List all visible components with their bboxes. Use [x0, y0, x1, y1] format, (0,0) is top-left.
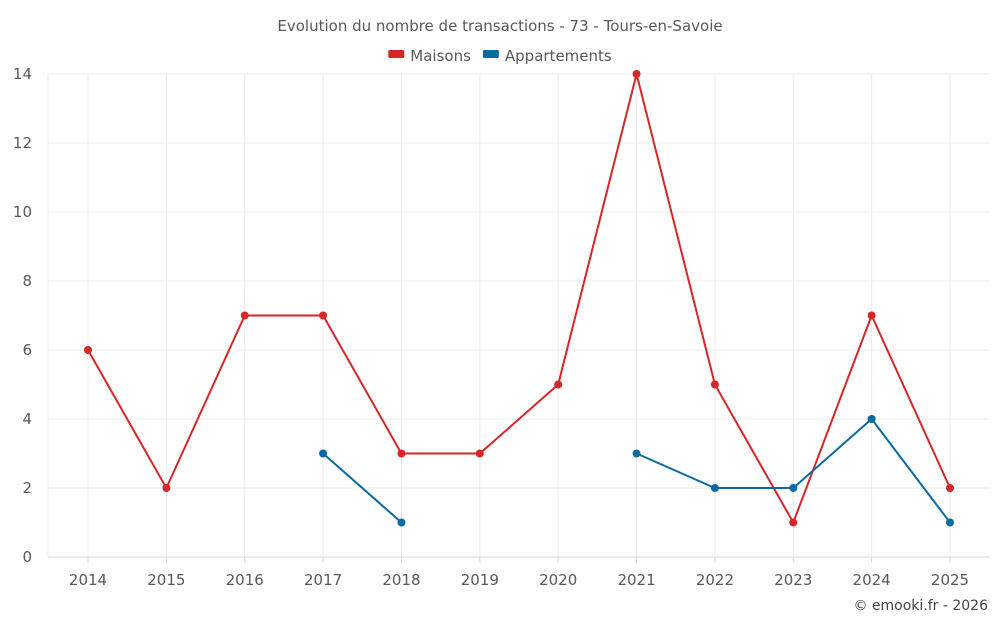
- data-point-maisons[interactable]: [84, 346, 92, 354]
- chart-title: Evolution du nombre de transactions - 73…: [277, 17, 722, 35]
- y-tick-label: 8: [22, 272, 32, 290]
- x-tick-label: 2015: [147, 571, 185, 589]
- legend-label-maisons: Maisons: [410, 47, 471, 65]
- series-layer: [84, 70, 954, 527]
- y-tick-label: 0: [22, 548, 32, 566]
- grid: [48, 73, 990, 557]
- legend-item-maisons[interactable]: Maisons: [388, 47, 471, 65]
- x-tick-label: 2017: [304, 571, 342, 589]
- data-point-maisons[interactable]: [397, 449, 406, 458]
- x-tick-label: 2021: [617, 571, 655, 589]
- data-point-appartements[interactable]: [397, 518, 406, 527]
- x-tick-label: 2022: [696, 571, 734, 589]
- data-point-appartements[interactable]: [946, 518, 954, 527]
- x-tick-label: 2014: [69, 571, 107, 589]
- x-tick-label: 2024: [853, 571, 891, 589]
- x-tick-label: 2016: [226, 571, 264, 589]
- data-point-maisons[interactable]: [789, 518, 798, 527]
- data-point-appartements[interactable]: [789, 484, 798, 492]
- series-appartements: [319, 415, 954, 527]
- data-point-maisons[interactable]: [162, 484, 171, 492]
- credit-text: © emooki.fr - 2026: [853, 598, 988, 614]
- data-point-maisons[interactable]: [867, 311, 876, 320]
- y-tick-label: 6: [22, 341, 32, 359]
- data-point-appartements[interactable]: [867, 415, 876, 423]
- data-point-maisons[interactable]: [946, 484, 954, 492]
- y-tick-label: 14: [13, 65, 32, 83]
- data-point-maisons[interactable]: [240, 311, 249, 320]
- legend-swatch-appartements: [482, 50, 499, 58]
- series-line-appartements: [322, 452, 403, 524]
- data-point-appartements[interactable]: [710, 484, 719, 492]
- data-point-maisons[interactable]: [319, 311, 328, 320]
- data-point-maisons[interactable]: [554, 380, 563, 389]
- legend-label-appartements: Appartements: [505, 47, 612, 65]
- series-line-maisons: [87, 73, 951, 524]
- y-tick-label: 2: [22, 479, 32, 497]
- legend-swatch-maisons: [388, 50, 405, 58]
- data-point-appartements[interactable]: [632, 449, 641, 458]
- data-point-maisons[interactable]: [710, 380, 719, 389]
- x-tick-label: 2018: [382, 571, 420, 589]
- data-point-appartements[interactable]: [319, 449, 328, 458]
- legend-item-appartements[interactable]: Appartements: [482, 47, 612, 65]
- data-point-maisons[interactable]: [632, 70, 641, 78]
- y-tick-label: 10: [13, 203, 32, 221]
- y-tick-label: 4: [22, 410, 32, 428]
- axes: 0 2 4 6 8 10 12 14 2014 2015 2016 2017 2018 2019 2020 2…: [13, 65, 990, 589]
- legend: Maisons Appartements: [388, 47, 612, 65]
- x-tick-label: 2025: [931, 571, 969, 589]
- x-tick-label: 2020: [539, 571, 577, 589]
- x-tick-label: 2023: [774, 571, 812, 589]
- data-point-maisons[interactable]: [475, 449, 484, 458]
- y-tick-label: 12: [13, 134, 32, 152]
- x-tick-label: 2019: [461, 571, 499, 589]
- series-maisons: [84, 70, 954, 527]
